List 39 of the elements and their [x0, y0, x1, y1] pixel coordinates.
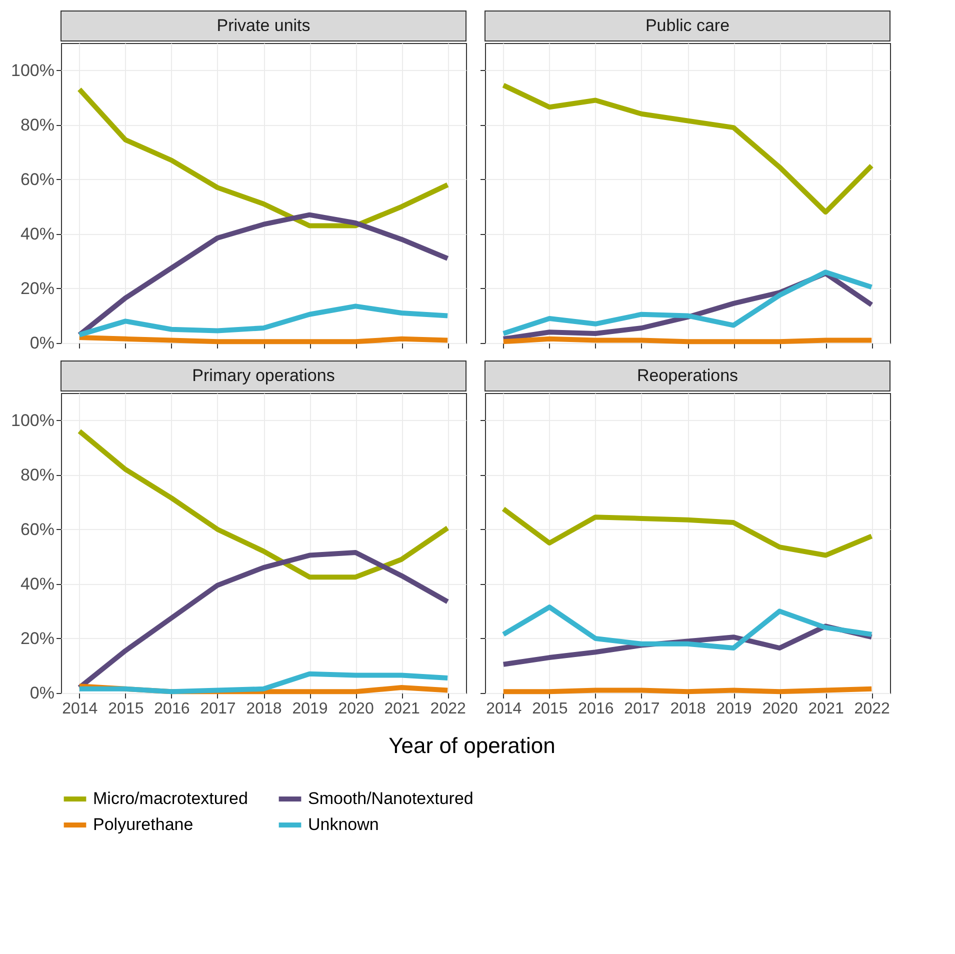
x-tick-label: 2022 — [854, 700, 890, 718]
x-tick-label: 2014 — [486, 700, 522, 718]
x-tick-label: 2020 — [762, 700, 798, 718]
x-tick-label: 2018 — [670, 700, 706, 718]
chart-title: Public care — [645, 16, 730, 35]
y-tick-label: 60% — [20, 170, 54, 189]
x-tick-label: 2021 — [384, 700, 420, 718]
x-tick-label: 2016 — [154, 700, 190, 718]
x-tick-label: 2016 — [578, 700, 614, 718]
x-tick-label: 2019 — [292, 700, 328, 718]
y-tick-label: 60% — [20, 520, 54, 539]
x-axis-title: Year of operation — [388, 733, 556, 758]
legend-label: Polyurethane — [93, 815, 194, 834]
x-tick-label: 2015 — [108, 700, 144, 718]
x-tick-label: 2022 — [430, 700, 466, 718]
legend-label: Smooth/Nanotextured — [308, 789, 474, 808]
x-tick-label: 2014 — [62, 700, 98, 718]
y-tick-label: 40% — [20, 224, 54, 244]
x-tick-label: 2017 — [624, 700, 660, 718]
y-tick-label: 0% — [30, 684, 54, 702]
y-tick-label: 80% — [20, 115, 54, 134]
x-tick-label: 2021 — [808, 700, 844, 718]
x-tick-label: 2015 — [532, 700, 568, 718]
y-tick-label: 80% — [20, 465, 54, 484]
legend-label: Unknown — [308, 815, 379, 834]
y-tick-label: 20% — [20, 628, 54, 648]
y-tick-label: 0% — [30, 334, 54, 352]
chart-title: Reoperations — [636, 366, 738, 385]
chart-title: Private units — [216, 16, 310, 35]
x-tick-label: 2018 — [246, 700, 282, 718]
y-tick-label: 20% — [20, 278, 54, 298]
y-tick-label: 100% — [11, 410, 54, 430]
chart-title: Primary operations — [192, 366, 335, 385]
x-tick-label: 2019 — [716, 700, 752, 718]
y-tick-label: 100% — [11, 60, 54, 80]
legend-label: Micro/macrotextured — [93, 789, 248, 808]
x-tick-label: 2020 — [338, 700, 374, 718]
x-tick-label: 2017 — [200, 700, 236, 718]
y-tick-label: 40% — [20, 574, 54, 594]
